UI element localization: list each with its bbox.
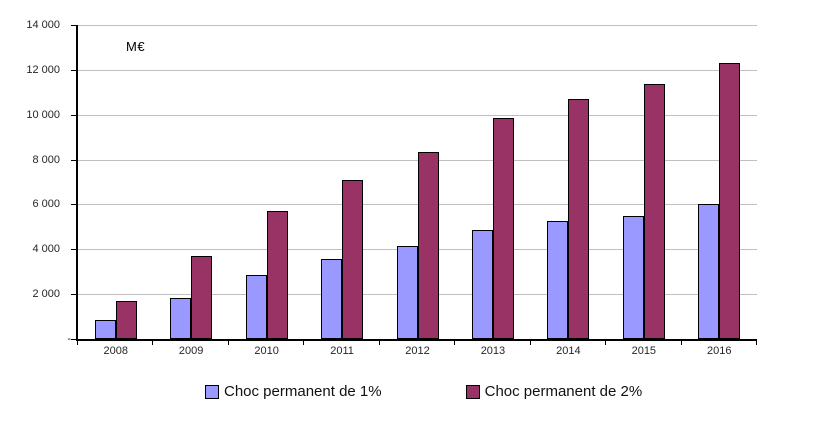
y-axis-tick-label: 6 000 xyxy=(32,198,60,211)
x-axis-tick-label: 2011 xyxy=(330,345,354,357)
y-axis-tick-label: 12 000 xyxy=(26,63,60,76)
legend-swatch-icon xyxy=(205,385,219,399)
legend-swatch-icon xyxy=(465,385,480,399)
x-axis-tick xyxy=(152,341,154,345)
legend-label: Choc permanent de 1% xyxy=(224,383,382,400)
x-axis-tick-label: 2016 xyxy=(707,345,732,357)
x-axis-tick-label: 2015 xyxy=(631,345,657,357)
y-axis-tick xyxy=(71,294,78,296)
y-axis-line xyxy=(76,25,78,341)
bar-2010-series-1 xyxy=(245,275,267,339)
y-axis-tick xyxy=(71,69,78,71)
y-axis-tick-label: 2 000 xyxy=(32,288,60,301)
y-axis-unit-label: M€ xyxy=(126,39,146,54)
x-axis-tick xyxy=(454,341,456,345)
bar-2012-series-2 xyxy=(417,152,439,339)
y-axis-tick xyxy=(71,249,78,251)
y-axis-tick xyxy=(71,25,78,26)
x-axis-tick-label: 2013 xyxy=(480,345,506,357)
y-axis-tick-label: 14 000 xyxy=(26,19,60,31)
gridline xyxy=(78,25,757,26)
x-axis-tick-label: 2010 xyxy=(254,345,279,357)
bar-2012-series-1 xyxy=(396,246,418,339)
x-axis-line xyxy=(76,339,757,341)
legend-label: Choc permanent de 2% xyxy=(484,383,643,400)
x-axis-tick xyxy=(227,341,229,345)
bar-2016-series-2 xyxy=(719,63,741,339)
bar-2014-series-2 xyxy=(568,99,590,339)
bar-2013-series-2 xyxy=(492,118,514,339)
bar-2014-series-1 xyxy=(547,221,569,339)
y-axis-tick xyxy=(71,339,78,340)
bar-2015-series-2 xyxy=(643,84,665,339)
x-axis-tick xyxy=(77,341,78,345)
y-axis-tick xyxy=(71,159,78,161)
bar-2008-series-2 xyxy=(115,301,137,339)
bar-2013-series-1 xyxy=(471,230,493,339)
legend-item: Choc permanent de 2% xyxy=(465,383,643,400)
bar-2010-series-2 xyxy=(266,211,288,339)
y-axis-tick xyxy=(71,204,78,206)
x-axis-tick xyxy=(756,341,757,345)
gridline xyxy=(78,69,757,71)
bar-2009-series-1 xyxy=(170,298,192,339)
x-axis-tick xyxy=(680,341,682,345)
bar-2011-series-2 xyxy=(342,180,364,339)
bar-2015-series-1 xyxy=(622,216,644,339)
gridline xyxy=(78,114,757,116)
bar-2016-series-1 xyxy=(698,204,720,339)
x-axis-tick-label: 2009 xyxy=(178,345,204,357)
x-axis-tick-label: 2008 xyxy=(103,345,128,357)
legend: Choc permanent de 1% Choc permanent de 2% xyxy=(205,384,642,400)
bar-2009-series-2 xyxy=(191,256,213,339)
x-axis-tick-label: 2012 xyxy=(405,345,430,357)
x-axis-tick xyxy=(378,341,380,345)
bar-2008-series-1 xyxy=(94,320,116,339)
x-axis-tick xyxy=(605,341,607,345)
x-axis-tick xyxy=(529,341,531,345)
y-axis-tick xyxy=(71,114,78,116)
legend-item: Choc permanent de 1% xyxy=(205,384,382,400)
y-axis-tick-label: 8 000 xyxy=(32,153,60,166)
x-axis-tick xyxy=(303,341,305,345)
bar-2011-series-1 xyxy=(321,259,343,339)
y-axis-tick-label: 10 000 xyxy=(26,108,60,121)
x-axis-tick-label: 2014 xyxy=(556,345,581,357)
y-axis-tick-label: - xyxy=(67,333,71,345)
y-axis-tick-label: 4 000 xyxy=(32,243,60,256)
